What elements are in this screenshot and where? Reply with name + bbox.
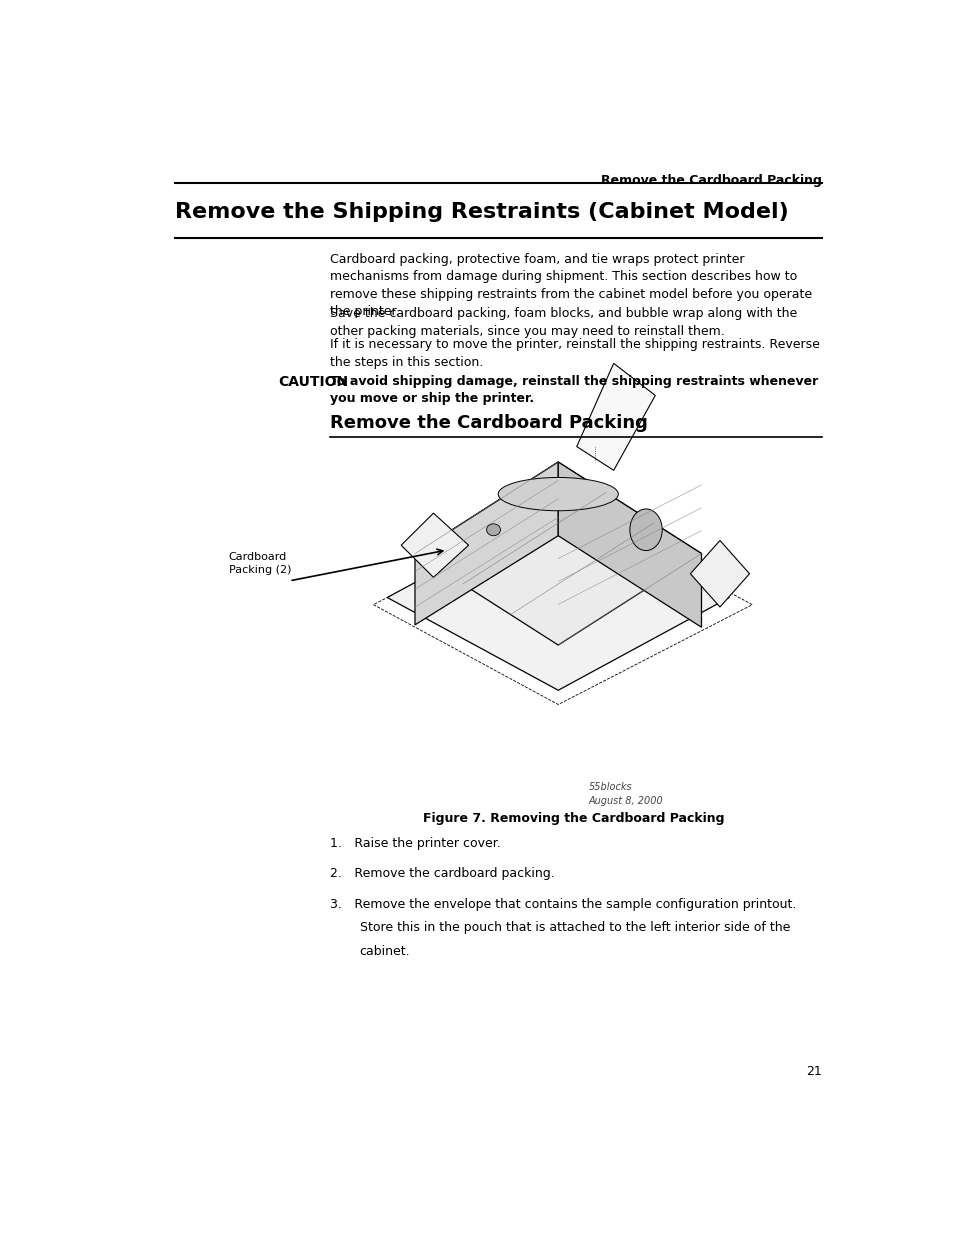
Polygon shape xyxy=(415,462,700,645)
Text: 1. Raise the printer cover.: 1. Raise the printer cover. xyxy=(330,836,500,850)
Text: Cardboard packing, protective foam, and tie wraps protect printer
mechanisms fro: Cardboard packing, protective foam, and … xyxy=(330,253,811,319)
Text: 2. Remove the cardboard packing.: 2. Remove the cardboard packing. xyxy=(330,867,554,881)
Polygon shape xyxy=(558,462,700,627)
Ellipse shape xyxy=(629,509,661,551)
Text: August 8, 2000: August 8, 2000 xyxy=(588,795,662,805)
Polygon shape xyxy=(415,462,558,625)
Text: Remove the Shipping Restraints (Cabinet Model): Remove the Shipping Restraints (Cabinet … xyxy=(174,203,787,222)
Text: Save the cardboard packing, foam blocks, and bubble wrap along with the
other pa: Save the cardboard packing, foam blocks,… xyxy=(330,308,797,337)
Text: Remove the Cardboard Packing: Remove the Cardboard Packing xyxy=(600,174,821,186)
Polygon shape xyxy=(690,541,749,608)
Text: Remove the Cardboard Packing: Remove the Cardboard Packing xyxy=(330,415,647,432)
Text: Cardboard
Packing (2): Cardboard Packing (2) xyxy=(229,552,291,576)
Polygon shape xyxy=(387,505,728,690)
Text: If it is necessary to move the printer, reinstall the shipping restraints. Rever: If it is necessary to move the printer, … xyxy=(330,338,819,369)
Ellipse shape xyxy=(497,478,618,511)
Text: 3. Remove the envelope that contains the sample configuration printout.: 3. Remove the envelope that contains the… xyxy=(330,898,796,910)
Text: Figure 7. Removing the Cardboard Packing: Figure 7. Removing the Cardboard Packing xyxy=(423,811,724,825)
Text: cabinet.: cabinet. xyxy=(359,945,410,958)
Polygon shape xyxy=(577,363,655,471)
Text: 55blocks: 55blocks xyxy=(588,783,632,793)
Text: CAUTION: CAUTION xyxy=(278,374,348,389)
Polygon shape xyxy=(400,513,468,577)
Text: Store this in the pouch that is attached to the left interior side of the: Store this in the pouch that is attached… xyxy=(359,921,789,935)
Text: 21: 21 xyxy=(805,1066,821,1078)
Text: To avoid shipping damage, reinstall the shipping restraints whenever
you move or: To avoid shipping damage, reinstall the … xyxy=(330,374,818,405)
Ellipse shape xyxy=(486,524,500,536)
